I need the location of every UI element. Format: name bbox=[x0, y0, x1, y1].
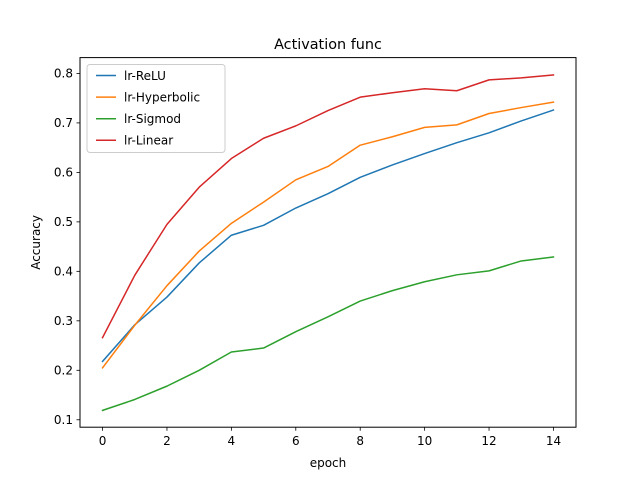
legend-label-3: lr-Linear bbox=[124, 134, 173, 148]
y-tick-label-5: 0.6 bbox=[54, 166, 73, 180]
x-tick-label-0: 0 bbox=[99, 434, 107, 448]
series-line-1 bbox=[101, 101, 555, 369]
series-line-0 bbox=[101, 109, 555, 363]
x-tick-label-6: 12 bbox=[481, 434, 496, 448]
legend-label-1: lr-Hyperbolic bbox=[124, 90, 200, 104]
axes-frame bbox=[79, 57, 577, 428]
y-axis: 0.1 0.2 0.3 0.4 0.5 0.6 0.7 0.8 bbox=[54, 67, 80, 427]
y-axis-label: Accuracy bbox=[29, 215, 43, 270]
y-tick-label-6: 0.7 bbox=[54, 116, 73, 130]
plot-area bbox=[101, 74, 555, 412]
chart-title: Activation func bbox=[274, 37, 382, 53]
legend-box bbox=[86, 64, 226, 153]
x-tick-label-3: 6 bbox=[292, 434, 300, 448]
x-tick-label-7: 14 bbox=[546, 434, 561, 448]
x-tick-label-1: 2 bbox=[163, 434, 171, 448]
x-tick-label-4: 8 bbox=[356, 434, 364, 448]
x-axis: 0 2 4 6 8 10 12 14 bbox=[99, 427, 561, 448]
legend-label-2: lr-Sigmod bbox=[124, 112, 181, 126]
legend: lr-ReLU lr-Hyperbolic lr-Sigmod lr-Linear bbox=[86, 64, 226, 153]
y-tick-label-2: 0.3 bbox=[54, 314, 73, 328]
x-tick-label-5: 10 bbox=[417, 434, 432, 448]
legend-label-0: lr-ReLU bbox=[124, 69, 166, 83]
y-tick-label-4: 0.5 bbox=[54, 215, 73, 229]
series-line-2 bbox=[101, 256, 555, 412]
y-tick-label-0: 0.1 bbox=[54, 413, 73, 427]
series-line-3 bbox=[101, 74, 555, 339]
x-axis-label: epoch bbox=[310, 456, 347, 470]
y-tick-label-1: 0.2 bbox=[54, 364, 73, 378]
x-tick-label-2: 4 bbox=[228, 434, 236, 448]
y-tick-label-7: 0.8 bbox=[54, 67, 73, 81]
y-tick-label-3: 0.4 bbox=[54, 265, 73, 279]
